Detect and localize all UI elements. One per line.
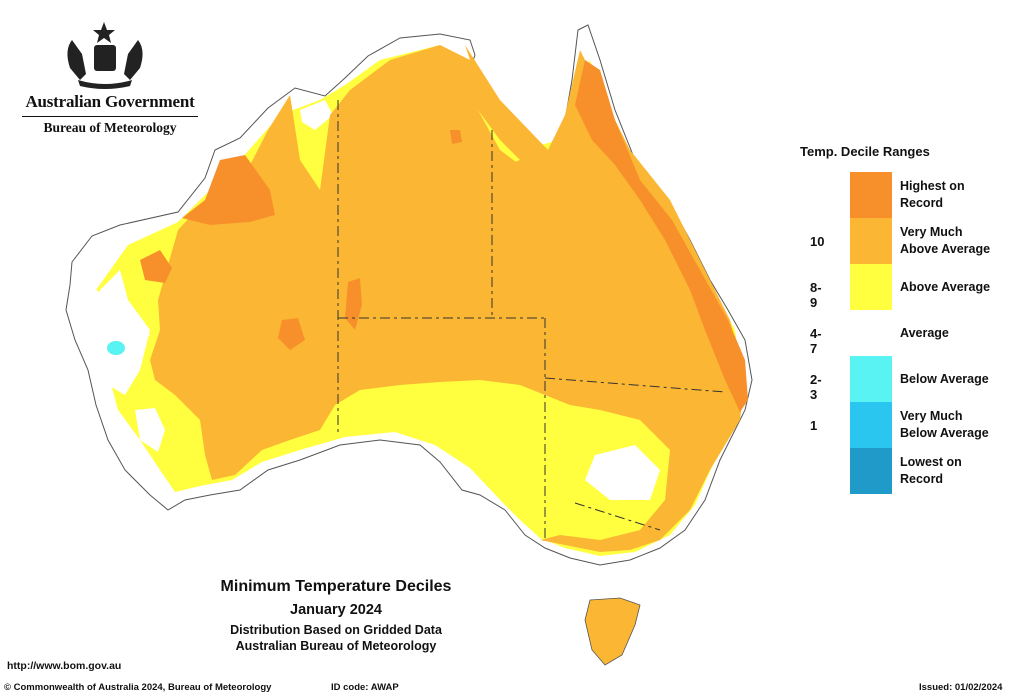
caption-line1: Distribution Based on Gridded Data <box>230 623 442 637</box>
government-name: Australian Government <box>25 92 195 111</box>
id-code-text: ID code: AWAP <box>331 682 399 693</box>
caption-line2: Australian Bureau of Meteorology <box>235 639 437 653</box>
website-url[interactable]: http://www.bom.gov.au <box>7 660 122 672</box>
legend-label: Above Average <box>900 279 991 294</box>
legend-label: Very Much Above Average <box>900 225 991 256</box>
copyright-text: © Commonwealth of Australia 2024, Bureau… <box>4 682 272 693</box>
highest-on-record-kimberley <box>182 155 275 225</box>
very-much-above-average-region <box>150 45 745 552</box>
tasmania <box>584 597 641 666</box>
legend-label: Very Much Below Average <box>900 409 989 440</box>
caption-title: Minimum Temperature Deciles <box>220 578 452 595</box>
legend-swatch <box>850 356 892 402</box>
bureau-name: Bureau of Meteorology <box>43 120 177 135</box>
legend-label: Highest on Record <box>900 179 965 210</box>
divider <box>22 116 198 117</box>
legend-swatch <box>850 402 892 448</box>
legend-code: 4-7 <box>810 326 822 356</box>
legend-swatch <box>850 448 892 494</box>
highest-on-record-east <box>575 60 748 412</box>
coat-of-arms-icon <box>67 22 143 89</box>
issued-date: Issued: 01/02/2024 <box>919 682 1003 693</box>
legend-code: 1 <box>810 418 818 433</box>
legend-swatch <box>850 264 892 310</box>
legend-label: Average <box>900 325 949 340</box>
map-caption: Minimum Temperature Deciles January 2024… <box>196 578 476 654</box>
legend-swatch <box>850 218 892 264</box>
government-logo-text: Australian Government Bureau of Meteorol… <box>22 92 198 136</box>
legend-label: Lowest on Record <box>900 455 962 486</box>
caption-period: January 2024 <box>290 602 382 618</box>
legend-swatch <box>850 310 892 356</box>
legend-swatch <box>850 172 892 218</box>
legend-code: 2-3 <box>810 372 822 402</box>
legend-label: Below Average <box>900 371 989 386</box>
legend-title: Temp. Decile Ranges <box>800 144 930 159</box>
legend-code: 8-9 <box>810 280 822 310</box>
legend-code: 10 <box>810 234 825 249</box>
